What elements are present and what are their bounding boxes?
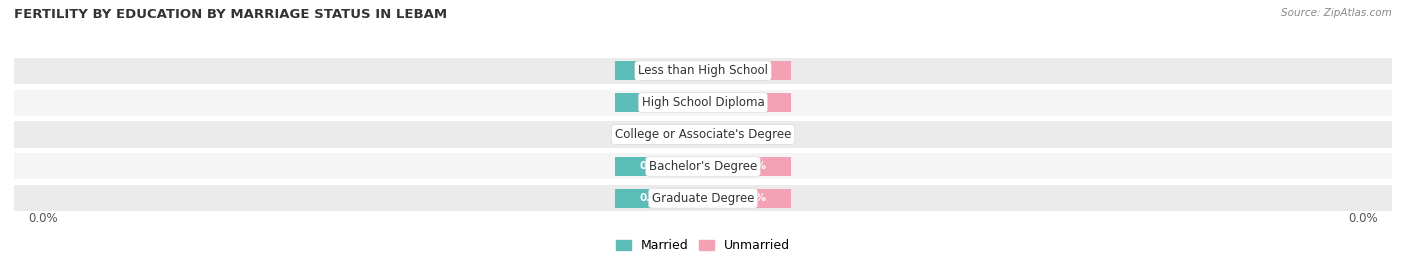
Text: Source: ZipAtlas.com: Source: ZipAtlas.com bbox=[1281, 8, 1392, 18]
Text: Graduate Degree: Graduate Degree bbox=[652, 192, 754, 205]
Text: FERTILITY BY EDUCATION BY MARRIAGE STATUS IN LEBAM: FERTILITY BY EDUCATION BY MARRIAGE STATU… bbox=[14, 8, 447, 21]
Text: 0.0%: 0.0% bbox=[28, 211, 58, 225]
Text: 0.0%: 0.0% bbox=[640, 193, 669, 203]
Bar bbox=[14, 58, 1392, 84]
Text: 0.0%: 0.0% bbox=[640, 161, 669, 171]
Bar bbox=[711, 125, 792, 144]
Bar bbox=[614, 93, 695, 112]
Text: Less than High School: Less than High School bbox=[638, 64, 768, 77]
Bar bbox=[614, 125, 695, 144]
Bar bbox=[614, 61, 695, 80]
Text: 0.0%: 0.0% bbox=[737, 193, 766, 203]
Bar bbox=[711, 93, 792, 112]
Text: 0.0%: 0.0% bbox=[737, 98, 766, 108]
Legend: Married, Unmarried: Married, Unmarried bbox=[616, 239, 790, 252]
Bar bbox=[14, 90, 1392, 116]
Bar bbox=[614, 157, 695, 176]
Bar bbox=[14, 153, 1392, 179]
Text: 0.0%: 0.0% bbox=[640, 98, 669, 108]
Text: High School Diploma: High School Diploma bbox=[641, 96, 765, 109]
Text: 0.0%: 0.0% bbox=[737, 161, 766, 171]
Bar bbox=[711, 157, 792, 176]
Bar bbox=[14, 185, 1392, 211]
Text: 0.0%: 0.0% bbox=[1348, 211, 1378, 225]
Text: 0.0%: 0.0% bbox=[640, 129, 669, 140]
Text: 0.0%: 0.0% bbox=[640, 66, 669, 76]
Bar bbox=[14, 121, 1392, 148]
Bar bbox=[614, 189, 695, 208]
Text: 0.0%: 0.0% bbox=[737, 129, 766, 140]
Text: 0.0%: 0.0% bbox=[737, 66, 766, 76]
Bar bbox=[711, 61, 792, 80]
Bar bbox=[711, 189, 792, 208]
Text: Bachelor's Degree: Bachelor's Degree bbox=[650, 160, 756, 173]
Text: College or Associate's Degree: College or Associate's Degree bbox=[614, 128, 792, 141]
